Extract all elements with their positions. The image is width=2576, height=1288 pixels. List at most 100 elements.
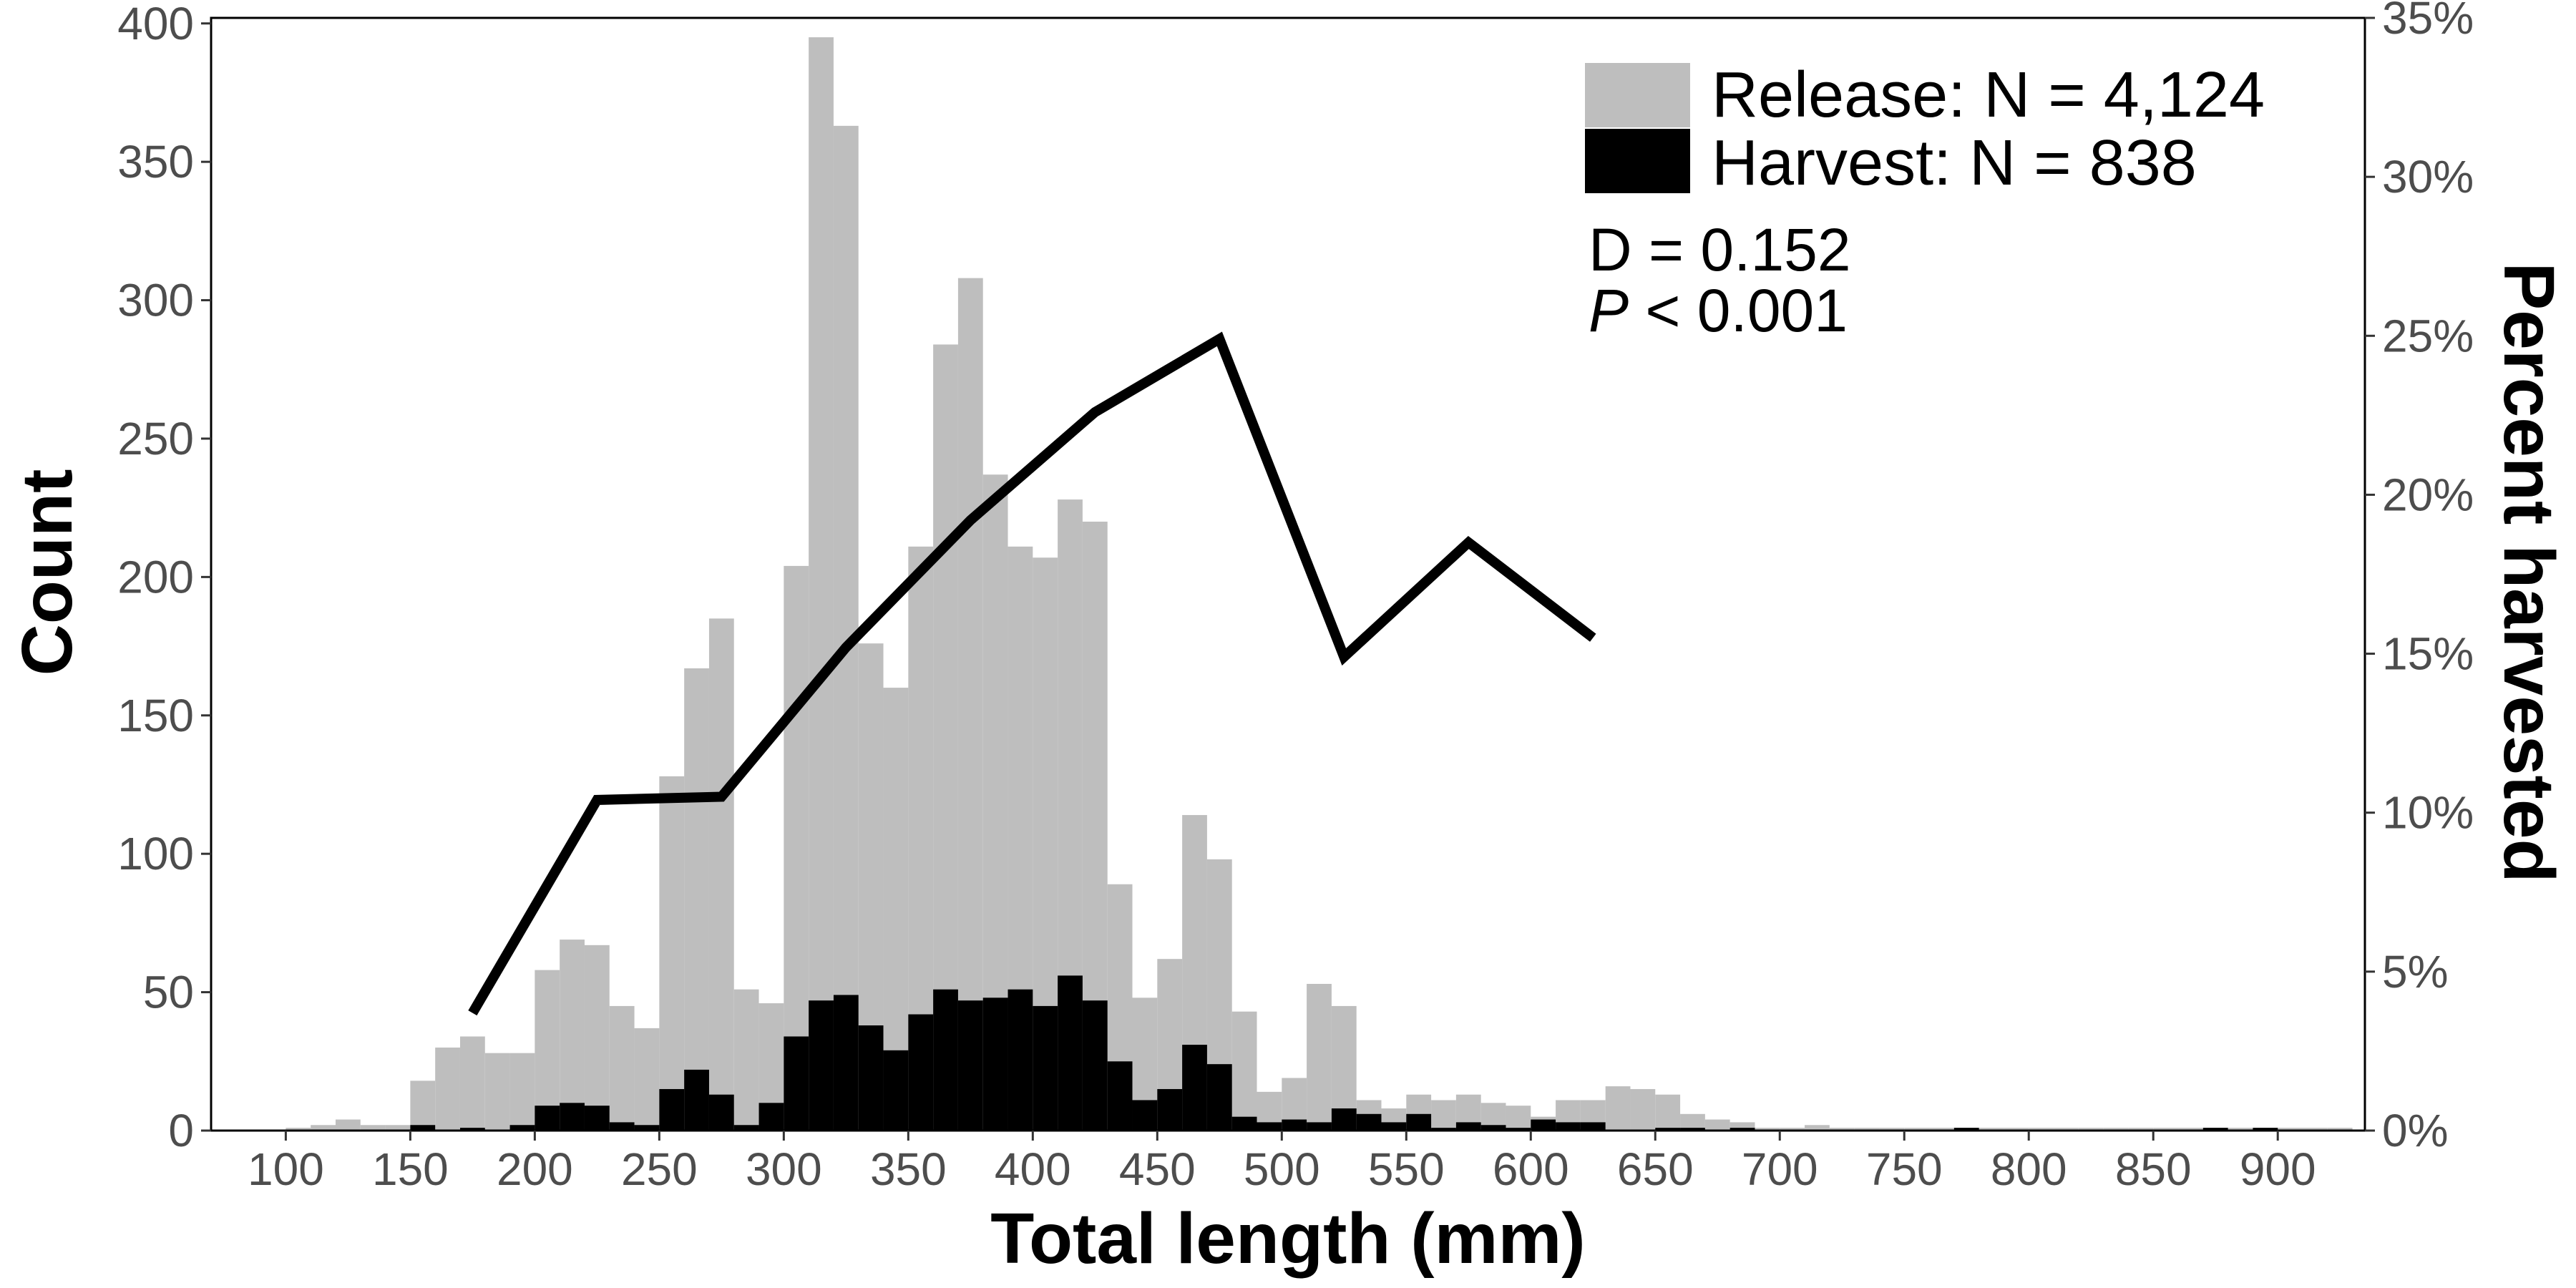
y-tick-label-350: 350 [117,136,194,187]
harvest-bar-150 [410,1125,436,1131]
release-bar-560 [1431,1100,1456,1131]
harvest-bar-540 [1381,1122,1407,1131]
y-tick-label-300: 300 [117,275,194,326]
harvest-bar-520 [1331,1108,1357,1131]
harvest-bar-430 [1107,1061,1133,1131]
harvest-bar-400 [1033,1005,1058,1131]
y-tick-label-200: 200 [117,551,194,602]
y-tick-label-100: 100 [117,828,194,879]
y-axis-title: Count [7,469,87,676]
harvest-bar-200 [535,1106,560,1131]
y-tick-label-50: 50 [143,967,194,1018]
release-bar-180 [484,1053,510,1131]
release-bar-220 [584,945,610,1131]
harvest-bar-770 [1953,1128,1979,1131]
harvest-bar-600 [1531,1119,1556,1131]
harvest-bar-290 [758,1103,784,1131]
release-bar-370 [957,278,983,1131]
x-tick-label-100: 100 [248,1143,324,1195]
release-bar-760 [1929,1128,1954,1131]
harvest-bar-280 [733,1125,759,1131]
harvest-bar-330 [858,1025,884,1131]
harvest-bar-610 [1556,1122,1581,1131]
harvest-bar-170 [459,1128,485,1131]
release-bar-810 [2054,1128,2079,1131]
harvest-bar-220 [584,1106,610,1131]
y-tick-label-0: 0 [168,1105,194,1156]
release-bar-510 [1307,983,1332,1131]
p-value-text: < 0.001 [1629,277,1848,344]
x-axis-ticks: 100 150 200 250 300 350 400 450 500 550 600 650 700 7… [248,1131,2316,1195]
release-bar-840 [2128,1128,2154,1131]
release-bar-280 [733,989,759,1131]
release-bar-140 [385,1125,411,1131]
release-bar-100 [286,1128,311,1131]
y2-tick-label-0: 0% [2382,1105,2449,1156]
plot-panel-border [210,16,2366,1132]
y-axis-ticks: 0 50 100 150 200 250 300 350 400 [117,0,211,1156]
harvest-bar-410 [1058,975,1083,1131]
x-tick-label-450: 450 [1119,1143,1196,1195]
x-tick-label-900: 900 [2240,1143,2316,1195]
x-tick-label-550: 550 [1368,1143,1445,1195]
release-bar-130 [360,1125,386,1131]
harvest-bar-620 [1580,1122,1606,1131]
release-bar-190 [509,1053,535,1131]
legend-swatch-release [1585,63,1690,127]
harvest-bar-570 [1455,1122,1481,1131]
y2-axis-ticks: 0% 5% 10% 15% 20% 25% 30% 35% [2365,0,2474,1156]
harvest-bar-680 [1729,1128,1755,1131]
release-bar-880 [2228,1128,2253,1131]
y2-tick-label-5: 5% [2382,946,2449,997]
harvest-bar-310 [809,1000,834,1131]
y2-tick-label-30: 30% [2382,151,2474,203]
release-bar-900 [2278,1128,2303,1131]
harvest-bar-230 [609,1122,635,1131]
harvest-bar-250 [659,1088,685,1131]
release-bar-910 [2303,1128,2328,1131]
release-bar-850 [2153,1128,2179,1131]
release-bar-800 [2029,1128,2054,1131]
release-bar-730 [1854,1128,1880,1131]
harvest-bar-890 [2253,1128,2278,1131]
release-bar-480 [1231,1011,1257,1131]
x-tick-label-650: 650 [1617,1143,1694,1195]
p-symbol: P [1589,277,1629,344]
x-tick-label-700: 700 [1742,1143,1818,1195]
release-bar-320 [833,125,859,1131]
harvest-bar-440 [1132,1100,1158,1131]
harvest-bar-560 [1431,1128,1456,1131]
release-bar-680 [1729,1122,1755,1131]
y2-tick-label-10: 10% [2382,787,2474,839]
y2-tick-label-15: 15% [2382,628,2474,680]
x-tick-label-850: 850 [2115,1143,2192,1195]
d-statistic: D = 0.152 [1589,216,1851,283]
y-tick-label-400: 400 [117,0,194,49]
release-bar-700 [1780,1128,1805,1131]
harvest-bar-530 [1356,1113,1382,1131]
harvest-bar-510 [1307,1122,1332,1131]
release-bar-750 [1904,1128,1930,1131]
legend-label-harvest: Harvest: N = 838 [1712,127,2197,199]
harvest-bar-190 [509,1125,535,1131]
legend-swatch-harvest [1585,129,1690,193]
harvest-bar-420 [1082,1000,1108,1131]
release-bar-920 [2327,1128,2353,1131]
release-bar-120 [335,1119,361,1131]
y-tick-label-150: 150 [117,690,194,741]
percent-harvested-line [468,331,1596,1016]
x-tick-label-800: 800 [1991,1143,2067,1195]
release-bar-640 [1630,1088,1656,1131]
harvest-bar-870 [2202,1128,2228,1131]
harvest-bar-370 [957,1000,983,1131]
harvest-bar-390 [1008,989,1033,1131]
release-bar-630 [1605,1086,1631,1131]
harvest-bar-320 [833,995,859,1131]
harvest-bar-340 [883,1050,909,1131]
harvest-bar-240 [634,1125,660,1131]
release-bar-310 [809,37,834,1131]
harvest-bar-460 [1182,1045,1207,1131]
release-bar-110 [311,1125,336,1131]
y2-tick-label-20: 20% [2382,469,2474,520]
